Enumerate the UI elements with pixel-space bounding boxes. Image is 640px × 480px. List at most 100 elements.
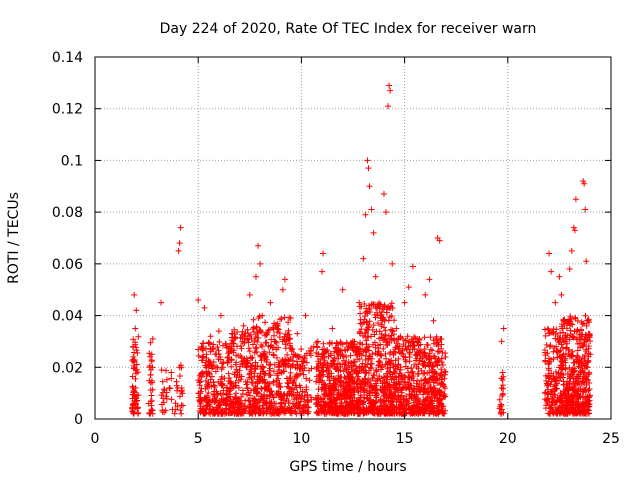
- data-point: [414, 338, 421, 345]
- data-point: [214, 364, 221, 371]
- data-point: [385, 395, 392, 402]
- data-point: [218, 373, 225, 380]
- data-point: [438, 359, 445, 366]
- data-point: [370, 406, 377, 413]
- data-point: [365, 396, 372, 403]
- data-point: [268, 336, 275, 343]
- data-point: [403, 400, 410, 407]
- data-point: [547, 405, 554, 412]
- data-point: [359, 385, 366, 392]
- data-point: [290, 361, 297, 368]
- data-point: [255, 334, 262, 341]
- data-point: [562, 359, 569, 366]
- data-point: [420, 396, 427, 403]
- data-point: [357, 394, 364, 401]
- data-point: [252, 359, 259, 366]
- data-point: [398, 401, 405, 408]
- data-point: [297, 398, 304, 405]
- data-point: [301, 353, 308, 360]
- data-point: [405, 374, 412, 381]
- data-point: [250, 316, 257, 323]
- data-point: [281, 276, 288, 283]
- data-point: [134, 392, 141, 399]
- data-point: [387, 359, 394, 366]
- data-point: [259, 312, 266, 319]
- data-point: [563, 380, 570, 387]
- data-point: [562, 332, 569, 339]
- data-point: [542, 332, 549, 339]
- data-point: [238, 373, 245, 380]
- data-point: [176, 364, 183, 371]
- data-point: [429, 398, 436, 405]
- data-point: [254, 362, 261, 369]
- data-point: [219, 342, 226, 349]
- data-point: [235, 384, 242, 391]
- data-point: [412, 397, 419, 404]
- data-point: [275, 364, 282, 371]
- data-point: [375, 348, 382, 355]
- data-point: [379, 383, 386, 390]
- data-point: [498, 338, 505, 345]
- data-point: [402, 379, 409, 386]
- data-point: [394, 387, 401, 394]
- data-point: [200, 347, 207, 354]
- data-point: [148, 397, 155, 404]
- data-point: [359, 341, 366, 348]
- data-point: [585, 358, 592, 365]
- data-point: [219, 364, 226, 371]
- data-point: [337, 407, 344, 414]
- data-point: [569, 348, 576, 355]
- data-point: [364, 157, 371, 164]
- data-point: [404, 333, 411, 340]
- data-point: [387, 369, 394, 376]
- data-point: [385, 333, 392, 340]
- data-point: [420, 410, 427, 417]
- data-point: [395, 355, 402, 362]
- data-point: [225, 388, 232, 395]
- data-point: [296, 402, 303, 409]
- data-point: [259, 363, 266, 370]
- data-point: [582, 312, 589, 319]
- data-point: [408, 338, 415, 345]
- data-point: [388, 332, 395, 339]
- data-point: [246, 333, 253, 340]
- data-point: [406, 385, 413, 392]
- data-point: [168, 396, 175, 403]
- data-point: [177, 393, 184, 400]
- data-point: [259, 402, 266, 409]
- data-point: [228, 330, 235, 337]
- data-point: [219, 381, 226, 388]
- data-point: [367, 353, 374, 360]
- data-point: [215, 347, 222, 354]
- data-point: [163, 376, 170, 383]
- data-point: [421, 359, 428, 366]
- data-point: [314, 344, 321, 351]
- data-point: [177, 224, 184, 231]
- data-point: [254, 403, 261, 410]
- data-point: [246, 392, 253, 399]
- data-point: [270, 409, 277, 416]
- data-point: [160, 399, 167, 406]
- data-point: [426, 394, 433, 401]
- data-point: [242, 378, 249, 385]
- data-point: [148, 351, 155, 358]
- data-point: [158, 367, 165, 374]
- data-point: [307, 347, 314, 354]
- data-point: [577, 364, 584, 371]
- data-point: [362, 352, 369, 359]
- data-point: [576, 357, 583, 364]
- data-point: [404, 379, 411, 386]
- data-point: [378, 409, 385, 416]
- data-point: [381, 398, 388, 405]
- data-point: [268, 404, 275, 411]
- x-tick-label: 20: [499, 431, 517, 447]
- data-point: [212, 384, 219, 391]
- data-point: [362, 309, 369, 316]
- data-point: [263, 410, 270, 417]
- data-point: [374, 387, 381, 394]
- data-point: [423, 341, 430, 348]
- data-point: [279, 286, 286, 293]
- data-point: [405, 384, 412, 391]
- data-point: [438, 345, 445, 352]
- data-point: [279, 357, 286, 364]
